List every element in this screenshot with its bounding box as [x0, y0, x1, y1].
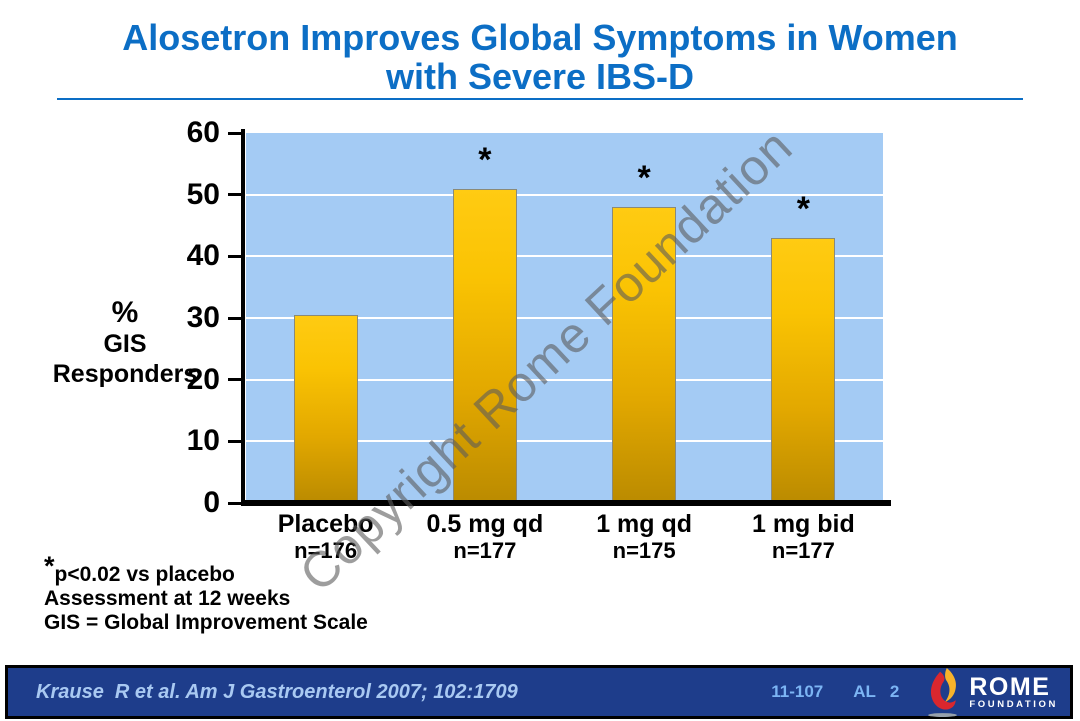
gridline-20 [246, 378, 883, 381]
logo-foundation-label: FOUNDATION [969, 698, 1058, 710]
category-label-4: 1 mg bid [751, 510, 855, 538]
footnotes: *p<0.02 vs placebo Assessment at 12 week… [44, 553, 368, 635]
y-tick-label-10: 10 [186, 424, 220, 458]
slide-code-index: 2 [889, 682, 900, 701]
rome-foundation-logo: ROME FOUNDATION [925, 667, 1058, 717]
slide-title-line1: Alosetron Improves Global Symptoms in Wo… [122, 17, 958, 58]
n-label-1: n=176 [294, 538, 358, 563]
y-tick-mark-10 [228, 439, 241, 443]
citation: Krause R et al. Am J Gastroenterol 2007;… [36, 680, 518, 703]
footnote-asterisk: * [44, 551, 55, 581]
y-tick-label-0: 0 [203, 486, 220, 519]
y-tick-label-60: 60 [186, 116, 220, 149]
gridline-30 [246, 317, 883, 319]
logo-rome-label: ROME [969, 672, 1051, 701]
logo-text: ROME FOUNDATION [969, 672, 1058, 710]
bar-1-mg-qd [612, 207, 677, 503]
n-label-4: n=177 [771, 538, 835, 563]
flame-icon [928, 667, 958, 717]
significance-asterisk-2: * [478, 140, 492, 179]
y-tick-mark-0 [228, 501, 241, 505]
category-label-1: Placebo [277, 510, 374, 538]
gridline-40 [246, 255, 883, 258]
title-divider [57, 98, 1023, 100]
footnote-assessment: Assessment at 12 weeks [44, 587, 291, 610]
bar-placebo [293, 314, 358, 503]
gridline-50 [246, 193, 883, 196]
y-tick-mark-60 [228, 131, 241, 135]
footnote-pvalue: p<0.02 vs placebo [54, 563, 235, 586]
y-tick-mark-40 [228, 254, 241, 258]
slide-code-al: AL [853, 682, 876, 701]
y-axis-title-line2: GIS [103, 330, 147, 358]
category-label-2: 0.5 mg qd [426, 510, 544, 538]
y-tick-label-40: 40 [186, 239, 220, 273]
gridline-10 [246, 440, 883, 443]
footer-right-group: 11-107 AL 2 ROME FOUNDATION [771, 667, 1058, 717]
n-label-2: n=177 [453, 538, 517, 563]
footnote-significance: *p<0.02 vs placebo [44, 553, 368, 587]
y-axis-title-line1: % [111, 296, 139, 329]
y-axis-title: % GIS Responders [40, 297, 210, 389]
y-tick-label-30: 30 [186, 301, 220, 334]
significance-asterisk-4: * [796, 189, 810, 228]
bar-1-mg-bid [771, 237, 836, 503]
y-tick-label-50: 50 [186, 177, 220, 211]
category-label-3: 1 mg qd [596, 510, 693, 538]
x-axis-line [241, 500, 891, 506]
footer-bar: Krause R et al. Am J Gastroenterol 2007;… [5, 665, 1073, 719]
y-tick-label-20: 20 [186, 362, 220, 396]
significance-asterisk-3: * [637, 159, 651, 197]
slide-title-line2: with Severe IBS-D [385, 56, 695, 97]
n-label-3: n=175 [612, 538, 676, 563]
y-axis-title-line3: Responders [52, 360, 198, 388]
footnote-gis-definition: GIS = Global Improvement Scale [44, 611, 368, 634]
bar-0-5-mg-qd [452, 188, 517, 503]
y-tick-mark-50 [228, 193, 241, 197]
y-axis-line [241, 129, 245, 506]
y-tick-mark-20 [228, 378, 241, 382]
slide-title: Alosetron Improves Global Symptoms in Wo… [0, 18, 1080, 96]
slide-code-number: 11-107 [771, 682, 824, 701]
y-tick-mark-30 [228, 316, 241, 320]
